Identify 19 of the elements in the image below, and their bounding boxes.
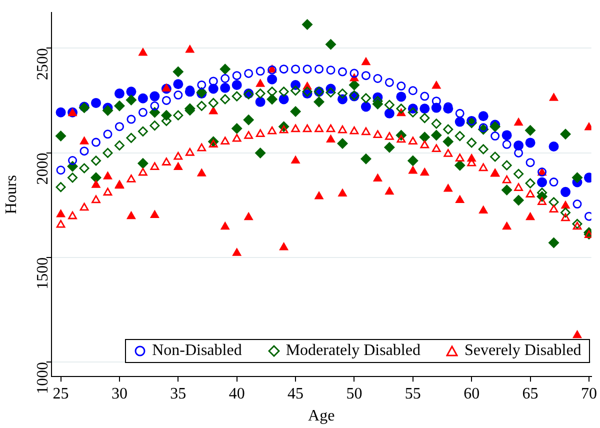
x-axis-title: Age xyxy=(308,408,335,425)
legend-label: Severely Disabled xyxy=(464,342,582,360)
x-tick-label: 70 xyxy=(580,385,597,402)
y-axis-title: Hours xyxy=(2,175,20,214)
legend-label: Non-Disabled xyxy=(152,342,242,360)
y-tick-label: 1500 xyxy=(34,257,52,290)
x-tick-label: 55 xyxy=(404,385,421,402)
x-tick-label: 25 xyxy=(52,385,69,402)
x-tick-label: 50 xyxy=(346,385,362,402)
x-tick-label: 40 xyxy=(228,385,245,402)
y-tick-label: 2000 xyxy=(34,152,52,185)
x-tick-label: 60 xyxy=(464,385,480,402)
y-tick-label: 2500 xyxy=(34,48,52,80)
x-tick-label: 45 xyxy=(288,385,304,402)
legend-label: Moderately Disabled xyxy=(286,342,420,360)
x-tick-label: 65 xyxy=(522,385,538,402)
y-tick-label: 1000 xyxy=(34,362,52,394)
x-tick-label: 30 xyxy=(111,385,128,402)
x-tick-label: 35 xyxy=(170,385,186,402)
